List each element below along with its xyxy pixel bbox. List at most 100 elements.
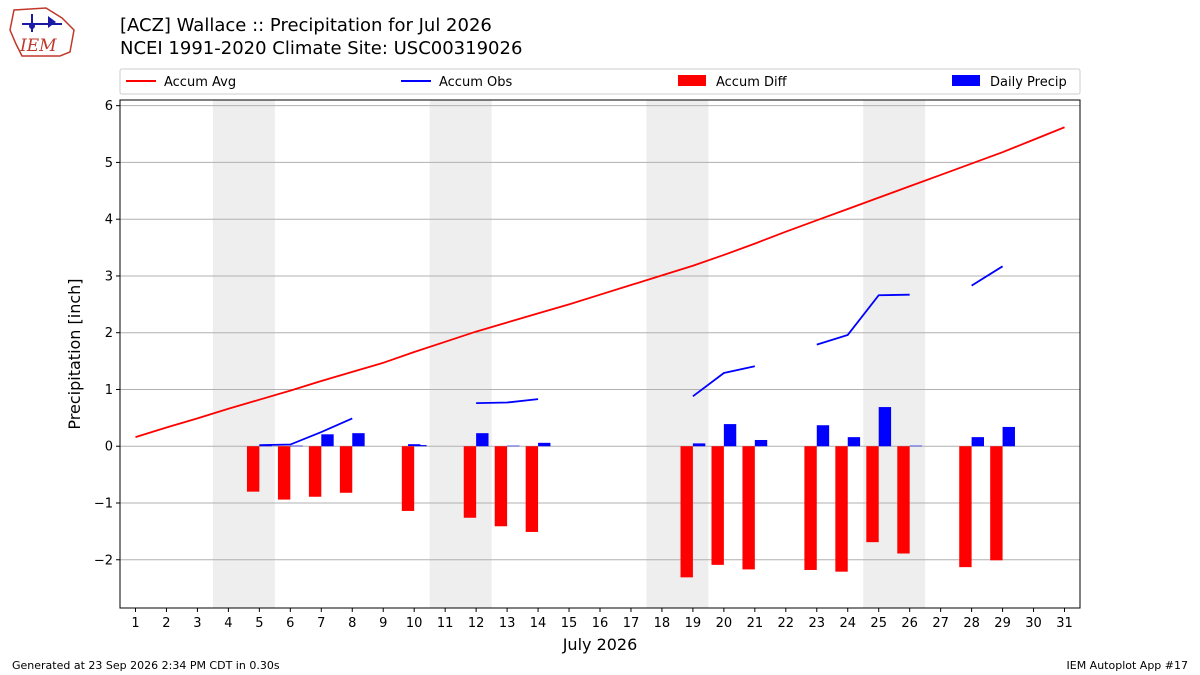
x-tick-label: 22 bbox=[778, 616, 795, 631]
accum-diff-bar bbox=[835, 446, 848, 572]
x-tick-label: 18 bbox=[654, 616, 671, 631]
x-axis-label: July 2026 bbox=[562, 635, 638, 654]
x-tick-label: 7 bbox=[317, 616, 325, 631]
x-tick-label: 16 bbox=[592, 616, 609, 631]
daily-precip-bar bbox=[754, 439, 768, 447]
accum-avg-line bbox=[135, 126, 1065, 439]
x-tick-label: 23 bbox=[809, 616, 826, 631]
daily-precip-bar bbox=[1002, 426, 1015, 447]
accum-diff-bar bbox=[990, 446, 1003, 561]
daily-precip-bar bbox=[321, 434, 334, 447]
accum-diff-bar bbox=[680, 446, 693, 578]
footer-generated: Generated at 23 Sep 2026 2:34 PM CDT in … bbox=[12, 659, 280, 672]
iem-logo: IEM bbox=[9, 7, 75, 57]
weekend-band bbox=[646, 100, 709, 608]
x-tick-label: 15 bbox=[561, 616, 578, 631]
accum-diff-bar bbox=[804, 446, 817, 570]
x-tick-label: 20 bbox=[716, 616, 733, 631]
legend-label: Accum Avg bbox=[164, 75, 236, 90]
daily-precip-bar bbox=[538, 442, 551, 447]
accum-diff-bar bbox=[339, 446, 353, 493]
legend-label: Daily Precip bbox=[990, 75, 1067, 90]
x-tick-label: 1 bbox=[131, 616, 139, 631]
accum-diff-bar bbox=[959, 446, 972, 568]
x-tick-label: 27 bbox=[932, 616, 949, 631]
daily-precip-bar bbox=[971, 437, 984, 447]
accum-diff-bar bbox=[866, 446, 879, 543]
y-tick-label: 0 bbox=[105, 440, 113, 455]
y-axis-ticks: −2 −1 0 1 2 3 4 5 6 bbox=[94, 99, 120, 568]
weekend-shading bbox=[212, 100, 926, 608]
legend-box bbox=[119, 68, 1081, 95]
legend-label: Accum Diff bbox=[716, 75, 788, 90]
accum-diff-bar bbox=[401, 446, 415, 511]
daily-precip-bar bbox=[878, 407, 892, 447]
x-tick-label: 9 bbox=[379, 616, 387, 631]
y-tick-label: 3 bbox=[105, 269, 113, 284]
weekend-band bbox=[212, 100, 275, 608]
y-tick-label: −2 bbox=[94, 553, 113, 568]
legend: Accum Avg Accum Obs Accum Diff Daily Precip bbox=[119, 68, 1081, 95]
y-axis-label: Precipitation [inch] bbox=[65, 278, 84, 429]
x-tick-label: 21 bbox=[747, 616, 764, 631]
accum-diff-bar bbox=[246, 446, 260, 492]
accum-obs-line bbox=[692, 365, 756, 398]
accum-obs-line bbox=[259, 417, 353, 446]
legend-swatch-bar bbox=[952, 75, 980, 86]
y-tick-label: 1 bbox=[105, 383, 113, 398]
accum-diff-bar bbox=[525, 446, 539, 532]
y-tick-label: 2 bbox=[105, 326, 113, 341]
x-tick-label: 26 bbox=[901, 616, 918, 631]
lines bbox=[135, 126, 1065, 446]
daily-precip-bar bbox=[816, 425, 830, 447]
y-tick-label: 6 bbox=[105, 99, 113, 114]
accum-diff-bar bbox=[742, 446, 755, 570]
daily-precip-bar bbox=[692, 443, 706, 447]
accum-diff-bar bbox=[277, 446, 291, 500]
y-tick-label: 5 bbox=[105, 156, 113, 171]
x-tick-label: 11 bbox=[437, 616, 454, 631]
x-tick-label: 12 bbox=[468, 616, 485, 631]
accum-obs-line bbox=[476, 398, 539, 404]
logo-text: IEM bbox=[19, 36, 57, 56]
x-tick-label: 4 bbox=[224, 616, 232, 631]
x-tick-label: 28 bbox=[963, 616, 980, 631]
accum-diff-bar bbox=[463, 446, 477, 518]
weekend-band bbox=[429, 100, 492, 608]
x-tick-label: 24 bbox=[839, 616, 856, 631]
daily-precip-bar bbox=[723, 424, 737, 447]
bars bbox=[246, 407, 1015, 578]
x-tick-label: 8 bbox=[348, 616, 356, 631]
accum-diff-bar bbox=[494, 446, 508, 527]
x-tick-label: 30 bbox=[1025, 616, 1042, 631]
daily-precip-bar bbox=[909, 445, 923, 447]
chart-title: [ACZ] Wallace :: Precipitation for Jul 2… bbox=[120, 15, 492, 36]
daily-precip-bar bbox=[476, 433, 489, 447]
x-tick-label: 19 bbox=[685, 616, 702, 631]
x-tick-label: 29 bbox=[994, 616, 1011, 631]
accum-diff-bar bbox=[711, 446, 724, 565]
x-axis-ticks: 1 2 3 4 5 6 7 8 9 10 11 12 13 14 15 16 17 18 19 20 21 22 23 24 2… bbox=[131, 608, 1073, 631]
daily-precip-bar bbox=[290, 445, 303, 447]
footer-app: IEM Autoplot App #17 bbox=[1067, 659, 1189, 672]
y-tick-label: −1 bbox=[94, 496, 113, 511]
x-tick-label: 14 bbox=[530, 616, 547, 631]
legend-swatch-bar bbox=[678, 75, 706, 86]
daily-precip-bar bbox=[507, 445, 520, 447]
x-tick-label: 5 bbox=[255, 616, 263, 631]
x-tick-label: 13 bbox=[499, 616, 516, 631]
daily-precip-bar bbox=[352, 433, 365, 447]
x-tick-label: 3 bbox=[193, 616, 201, 631]
x-tick-label: 10 bbox=[406, 616, 423, 631]
accum-diff-bar bbox=[308, 446, 322, 497]
x-tick-label: 25 bbox=[870, 616, 887, 631]
daily-precip-bar bbox=[847, 437, 861, 447]
accum-obs-line bbox=[971, 265, 1004, 287]
x-tick-label: 2 bbox=[162, 616, 170, 631]
x-tick-label: 6 bbox=[286, 616, 294, 631]
x-tick-label: 31 bbox=[1056, 616, 1073, 631]
y-tick-label: 4 bbox=[105, 213, 113, 228]
chart-subtitle: NCEI 1991-2020 Climate Site: USC00319026 bbox=[120, 38, 522, 59]
accum-diff-bar bbox=[897, 446, 910, 554]
